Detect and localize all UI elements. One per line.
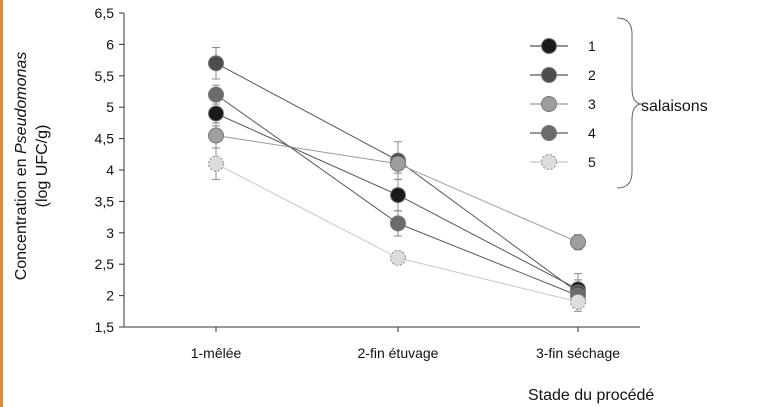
- error-bars: [212, 47, 582, 312]
- legend-label-4: 4: [588, 125, 596, 141]
- legend-marker-4: [541, 125, 557, 141]
- legend-marker-2: [541, 67, 557, 83]
- axes: [119, 12, 640, 332]
- point-series-3: [390, 155, 406, 172]
- y-axis-title-line1: Concentration en Pseudomonas: [13, 52, 30, 281]
- y-tick-label: 6: [106, 36, 114, 52]
- y-tick-label: 4: [106, 162, 114, 178]
- y-axis-title-prefix: Concentration en: [13, 154, 30, 280]
- legend-label-2: 2: [588, 67, 596, 83]
- series-lines: [215, 62, 579, 303]
- x-axis-title: Stade du procédé: [528, 387, 654, 404]
- y-tick-label: 2: [106, 288, 114, 304]
- x-tick-label: 2-fin étuvage: [358, 345, 439, 361]
- y-tick-label: 3,5: [95, 193, 115, 209]
- point-series-2: [208, 55, 224, 72]
- point-series-1: [208, 105, 224, 122]
- y-tick-label: 5,5: [95, 68, 115, 84]
- left-accent-rule: [0, 0, 3, 407]
- legend: 1 2 3 4 5: [530, 38, 596, 170]
- point-series-1: [390, 187, 406, 204]
- point-series-3: [570, 234, 586, 251]
- y-tick-label: 5: [106, 99, 114, 115]
- brace-shape: [616, 17, 643, 189]
- point-series-3: [208, 127, 224, 144]
- data-points: [208, 55, 586, 310]
- point-series-4: [390, 215, 406, 232]
- x-tick-labels: 1-mêlée 2-fin étuvage 3-fin séchage: [191, 345, 621, 361]
- legend-label-5: 5: [588, 154, 596, 170]
- y-axis-title: Concentration en Pseudomonas (log UFC/g): [13, 52, 51, 281]
- legend-label-3: 3: [588, 96, 596, 112]
- y-tick-label: 6,5: [95, 5, 115, 21]
- point-series-5: [570, 293, 586, 310]
- x-tick-label: 3-fin séchage: [536, 345, 620, 361]
- point-series-5: [390, 249, 406, 266]
- y-axis-title-line2: (log UFC/g): [34, 125, 51, 208]
- legend-label-1: 1: [588, 38, 596, 54]
- legend-marker-5: [541, 154, 557, 170]
- series-layer: [208, 47, 586, 312]
- series-line-5: [215, 163, 579, 303]
- group-brace: [616, 17, 643, 189]
- x-tick-label: 1-mêlée: [191, 345, 242, 361]
- y-tick-label: 3: [106, 225, 114, 241]
- point-series-5: [208, 155, 224, 172]
- y-tick-labels: 1,5 2 2,5 3 3,5 4 4,5 5 5,5 6 6,5: [95, 5, 115, 335]
- y-axis-title-italic: Pseudomonas: [13, 52, 30, 154]
- y-tick-label: 2,5: [95, 256, 115, 272]
- group-label: salaisons: [641, 98, 708, 115]
- point-series-4: [208, 86, 224, 103]
- legend-marker-1: [541, 38, 557, 54]
- y-tick-label: 1,5: [95, 319, 115, 335]
- y-tick-label: 4,5: [95, 131, 115, 147]
- legend-marker-3: [541, 96, 557, 112]
